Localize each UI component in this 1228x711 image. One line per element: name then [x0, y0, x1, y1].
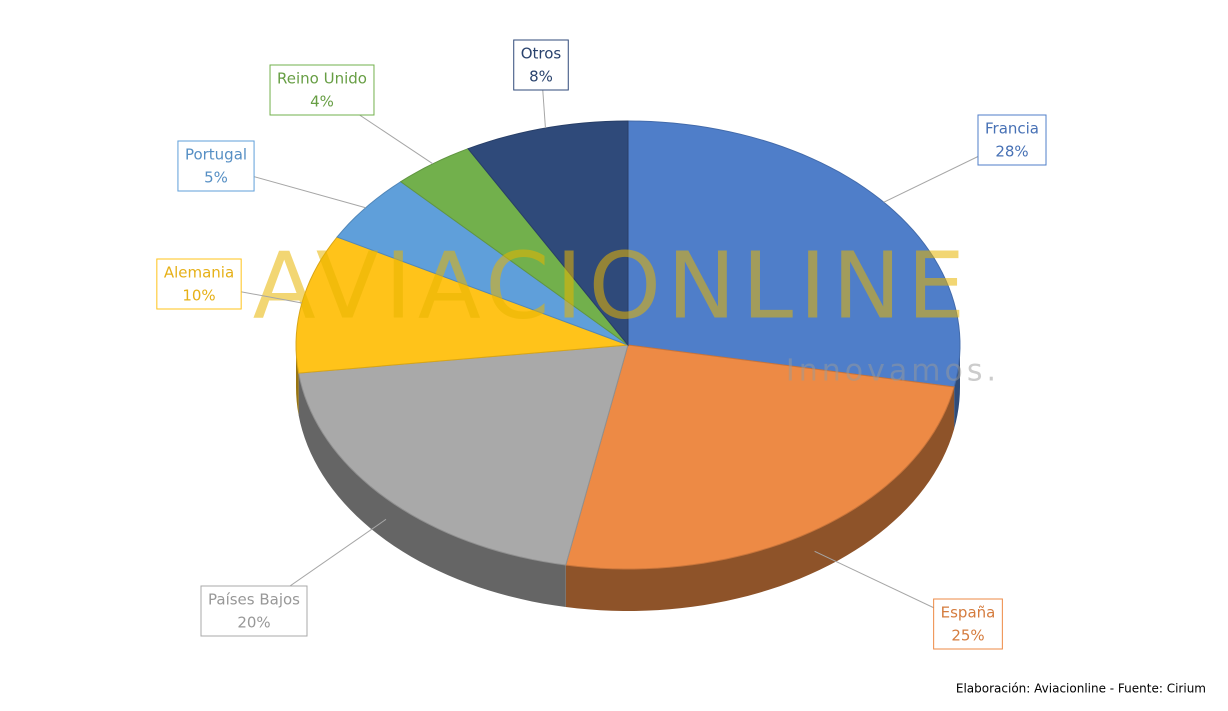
slice-side [298, 373, 566, 608]
label-category: Portugal [185, 146, 247, 164]
label-box [977, 114, 1047, 166]
label-box [513, 39, 569, 91]
label-value: 4% [310, 93, 334, 111]
data-label: Otros 8% [513, 39, 569, 91]
source: Elaboración: Aviacionline - Fuente: Ciri… [956, 682, 1206, 696]
slice [298, 344, 629, 566]
data-label: Francia 28% [977, 114, 1047, 166]
label-box [933, 598, 1003, 650]
label-value: 25% [951, 627, 984, 645]
label-category: Francia [985, 120, 1039, 138]
label-value: 8% [529, 68, 553, 86]
slice-side [565, 386, 955, 611]
slice [295, 236, 629, 374]
data-label: Portugal 5% [177, 140, 255, 192]
watermark-tagline: Innovamos. [786, 354, 1000, 389]
label-category: España [941, 604, 996, 622]
label-category: Otros [521, 45, 562, 63]
label-category: Reino Unido [277, 70, 367, 88]
slice-side [954, 345, 960, 429]
data-label: Países Bajos 20% [200, 585, 308, 637]
label-box [177, 140, 255, 192]
label-box [200, 585, 308, 637]
labels: Francia 28% España 25% Países Bajos 20% Aleman… [156, 39, 1047, 650]
label-value: 10% [182, 287, 215, 305]
watermark: AVIACIONLINE [253, 232, 971, 339]
slice [627, 120, 961, 388]
data-label: Alemania 10% [156, 258, 242, 310]
label-category: Países Bajos [208, 591, 300, 609]
label-box [156, 258, 242, 310]
slice [565, 344, 955, 570]
pie-sides [296, 345, 960, 611]
data-label: España 25% [933, 598, 1003, 650]
data-label: Reino Unido 4% [269, 64, 375, 116]
label-category: Alemania [164, 264, 234, 282]
slice [467, 120, 629, 347]
label-value: 28% [995, 143, 1028, 161]
slice [336, 181, 629, 346]
label-value: 5% [204, 169, 228, 187]
label-value: 20% [237, 614, 270, 632]
pie-top [295, 120, 961, 570]
label-box [269, 64, 375, 116]
